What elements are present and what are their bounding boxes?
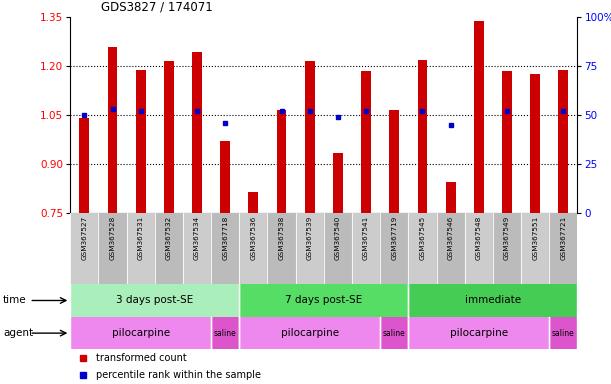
Bar bbox=[408, 317, 549, 349]
Text: pilocarpine: pilocarpine bbox=[112, 328, 170, 338]
Bar bbox=[70, 284, 240, 317]
Bar bbox=[530, 74, 540, 213]
Bar bbox=[549, 213, 577, 284]
Bar bbox=[502, 71, 512, 213]
Bar bbox=[465, 213, 493, 284]
Text: pilocarpine: pilocarpine bbox=[450, 328, 508, 338]
Bar bbox=[493, 213, 521, 284]
Text: 7 days post-SE: 7 days post-SE bbox=[285, 295, 362, 306]
Bar bbox=[361, 71, 371, 213]
Text: saline: saline bbox=[383, 329, 406, 338]
Text: GSM367538: GSM367538 bbox=[279, 215, 285, 260]
Text: GSM367528: GSM367528 bbox=[109, 215, 115, 260]
Bar bbox=[389, 110, 399, 213]
Text: saline: saline bbox=[552, 329, 575, 338]
Bar bbox=[211, 317, 240, 349]
Bar bbox=[192, 51, 202, 213]
Bar bbox=[474, 21, 484, 213]
Text: GSM367536: GSM367536 bbox=[251, 215, 257, 260]
Text: time: time bbox=[3, 295, 27, 306]
Text: agent: agent bbox=[3, 328, 33, 338]
Bar bbox=[136, 70, 145, 213]
Bar bbox=[70, 317, 211, 349]
Bar bbox=[240, 284, 408, 317]
Text: saline: saline bbox=[214, 329, 236, 338]
Text: GSM367545: GSM367545 bbox=[419, 215, 425, 260]
Text: transformed count: transformed count bbox=[95, 353, 186, 363]
Text: GSM367548: GSM367548 bbox=[476, 215, 482, 260]
Text: immediate: immediate bbox=[465, 295, 521, 306]
Bar bbox=[249, 192, 258, 213]
Text: GSM367531: GSM367531 bbox=[137, 215, 144, 260]
Text: GSM367539: GSM367539 bbox=[307, 215, 313, 260]
Text: GSM367719: GSM367719 bbox=[391, 215, 397, 260]
Bar bbox=[221, 141, 230, 213]
Bar bbox=[333, 153, 343, 213]
Bar bbox=[549, 317, 577, 349]
Bar bbox=[380, 213, 408, 284]
Bar bbox=[445, 182, 456, 213]
Bar bbox=[380, 317, 408, 349]
Bar bbox=[108, 47, 117, 213]
Bar bbox=[183, 213, 211, 284]
Text: GSM367551: GSM367551 bbox=[532, 215, 538, 260]
Bar bbox=[155, 213, 183, 284]
Bar bbox=[408, 284, 577, 317]
Bar bbox=[164, 61, 174, 213]
Bar bbox=[296, 213, 324, 284]
Bar bbox=[305, 61, 315, 213]
Text: GSM367549: GSM367549 bbox=[504, 215, 510, 260]
Bar bbox=[211, 213, 240, 284]
Bar bbox=[79, 118, 89, 213]
Text: GSM367540: GSM367540 bbox=[335, 215, 341, 260]
Bar bbox=[417, 60, 427, 213]
Text: 3 days post-SE: 3 days post-SE bbox=[116, 295, 194, 306]
Bar bbox=[70, 213, 98, 284]
Text: GSM367718: GSM367718 bbox=[222, 215, 229, 260]
Text: GSM367546: GSM367546 bbox=[448, 215, 453, 260]
Bar bbox=[240, 213, 268, 284]
Bar bbox=[408, 213, 436, 284]
Bar bbox=[126, 213, 155, 284]
Text: GDS3827 / 174071: GDS3827 / 174071 bbox=[101, 0, 213, 13]
Text: pilocarpine: pilocarpine bbox=[280, 328, 339, 338]
Bar bbox=[277, 110, 287, 213]
Bar bbox=[240, 317, 380, 349]
Text: GSM367527: GSM367527 bbox=[81, 215, 87, 260]
Bar bbox=[268, 213, 296, 284]
Bar bbox=[352, 213, 380, 284]
Text: GSM367541: GSM367541 bbox=[363, 215, 369, 260]
Bar bbox=[324, 213, 352, 284]
Text: percentile rank within the sample: percentile rank within the sample bbox=[95, 370, 261, 381]
Bar bbox=[436, 213, 465, 284]
Text: GSM367532: GSM367532 bbox=[166, 215, 172, 260]
Text: GSM367534: GSM367534 bbox=[194, 215, 200, 260]
Bar bbox=[521, 213, 549, 284]
Bar bbox=[558, 70, 568, 213]
Bar bbox=[98, 213, 126, 284]
Text: GSM367721: GSM367721 bbox=[560, 215, 566, 260]
